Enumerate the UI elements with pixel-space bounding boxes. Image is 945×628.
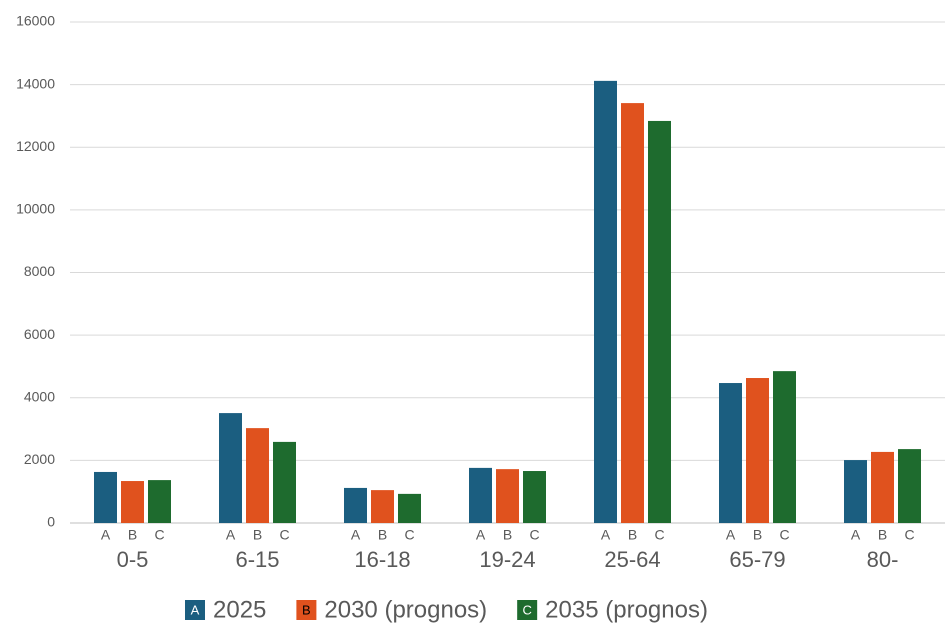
bar-sub-label: B <box>253 527 262 543</box>
y-tick-label: 14000 <box>16 75 55 91</box>
y-tick-label: 8000 <box>24 263 55 279</box>
bar-sub-label: A <box>226 527 236 543</box>
bar-sub-label: A <box>851 527 861 543</box>
bar-sub-label: B <box>628 527 637 543</box>
bar-sub-label: B <box>128 527 137 543</box>
bar-sub-label: A <box>101 527 111 543</box>
bar <box>398 493 421 523</box>
x-tick-label: 19-24 <box>479 547 535 572</box>
bar <box>844 460 867 523</box>
legend-swatch-label: A <box>191 602 200 617</box>
bar <box>773 371 796 523</box>
legend-label: 2035 (prognos) <box>545 596 708 623</box>
x-tick-label: 25-64 <box>604 547 660 572</box>
legend-swatch <box>296 600 317 620</box>
y-tick-label: 16000 <box>16 13 55 29</box>
bar <box>523 471 546 523</box>
y-tick-label: 10000 <box>16 201 55 217</box>
bar <box>496 469 519 523</box>
x-tick-label: 6-15 <box>235 547 279 572</box>
legend-label: 2025 <box>213 596 266 623</box>
y-tick-label: 0 <box>47 514 55 530</box>
bar <box>621 103 644 524</box>
bar-sub-label: A <box>601 527 611 543</box>
bar-sub-label: B <box>378 527 387 543</box>
legend-swatch <box>185 600 205 620</box>
bar-sub-label: A <box>476 527 486 543</box>
bar-sub-label: B <box>503 527 512 543</box>
bar <box>469 467 492 523</box>
bar <box>871 451 894 523</box>
bar-sub-label: C <box>654 527 664 543</box>
bar-sub-label: B <box>753 527 762 543</box>
bar <box>148 480 171 523</box>
bar <box>121 481 144 523</box>
bar-sub-label: C <box>904 527 914 543</box>
bar <box>746 378 769 523</box>
bar <box>648 120 671 523</box>
bar <box>344 487 367 523</box>
y-tick-label: 4000 <box>24 388 55 404</box>
legend-label: 2030 (prognos) <box>324 596 487 623</box>
bar-sub-label: C <box>154 527 164 543</box>
x-tick-label: 80- <box>867 547 899 572</box>
bar <box>94 471 117 523</box>
bar <box>246 428 269 523</box>
bar <box>371 490 394 523</box>
bar-sub-label: B <box>878 527 887 543</box>
bar <box>719 383 742 523</box>
bar <box>273 441 296 523</box>
bar-sub-label: A <box>351 527 361 543</box>
bar <box>219 413 242 523</box>
legend-swatch-label: C <box>522 602 531 617</box>
bar-sub-label: C <box>529 527 539 543</box>
bar <box>594 80 617 524</box>
legend-swatch <box>517 600 538 620</box>
bar <box>898 449 921 523</box>
x-tick-label: 0-5 <box>117 547 149 572</box>
bar-sub-label: A <box>726 527 736 543</box>
x-tick-label: 16-18 <box>354 547 410 572</box>
legend-swatch-label: B <box>302 602 311 617</box>
bar-sub-label: C <box>279 527 289 543</box>
y-tick-label: 2000 <box>24 451 55 467</box>
y-tick-label: 12000 <box>16 138 55 154</box>
bar-sub-label: C <box>404 527 414 543</box>
x-tick-label: 65-79 <box>729 547 785 572</box>
bar-sub-label: C <box>779 527 789 543</box>
y-tick-label: 6000 <box>24 326 55 342</box>
